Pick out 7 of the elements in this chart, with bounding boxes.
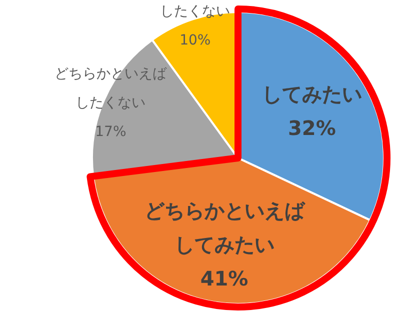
slice-label: どちらかといえばしたくない bbox=[54, 66, 168, 111]
slice-label: どちらかといえばしてみたい bbox=[144, 198, 306, 257]
slice-label: してみたい bbox=[262, 82, 362, 106]
data-label: 32% bbox=[288, 116, 336, 140]
data-label: 10% bbox=[180, 32, 211, 49]
data-label: 17% bbox=[95, 124, 126, 140]
data-label: 41% bbox=[200, 266, 248, 291]
